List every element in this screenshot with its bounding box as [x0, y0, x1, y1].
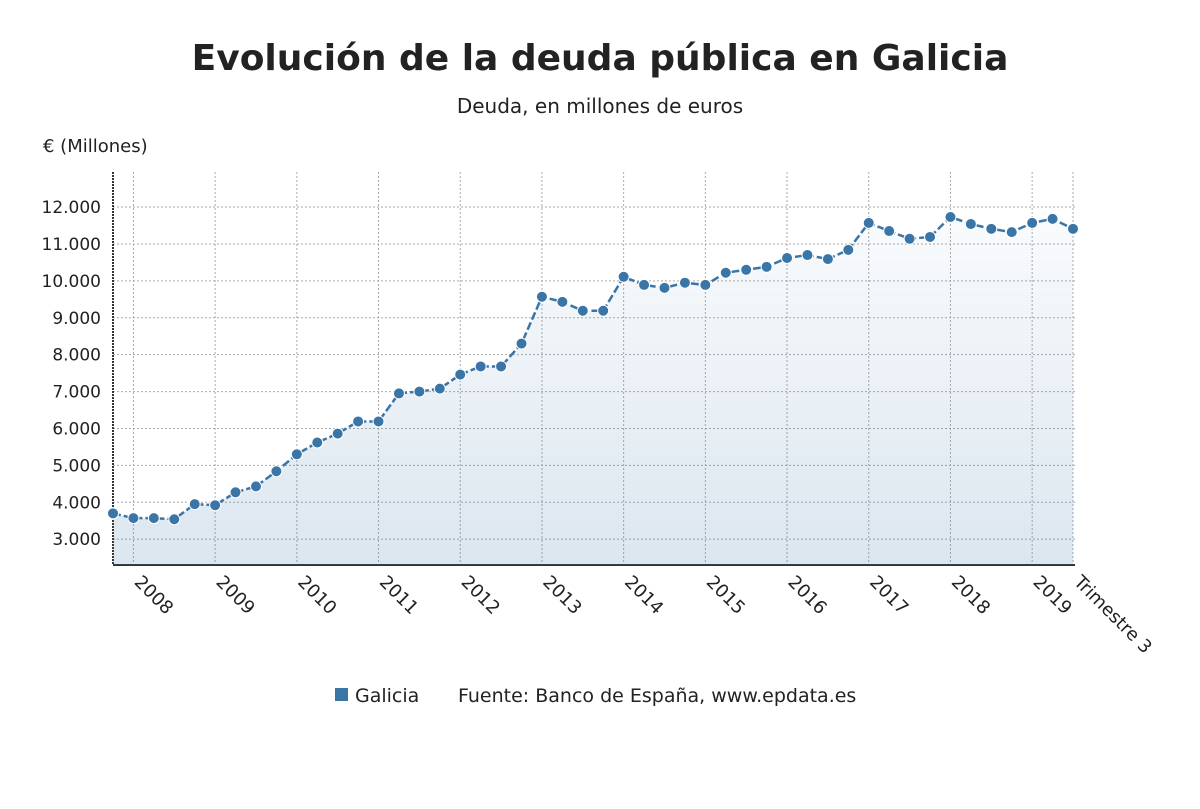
point	[985, 222, 998, 235]
point	[209, 499, 222, 512]
point	[556, 295, 569, 308]
y-tick-label: 8.000	[52, 346, 101, 366]
point	[760, 260, 773, 273]
point	[433, 382, 446, 395]
x-tick-label: 2019	[1029, 572, 1076, 619]
point	[719, 266, 732, 279]
point	[781, 251, 794, 264]
point	[883, 225, 896, 238]
point	[188, 498, 201, 511]
point	[229, 486, 242, 499]
point	[331, 427, 344, 440]
y-tick-label: 4.000	[52, 493, 101, 513]
point	[352, 415, 365, 428]
point	[638, 278, 651, 291]
point	[127, 512, 140, 525]
point	[372, 415, 385, 428]
x-tick-label: 2012	[457, 572, 504, 619]
point	[249, 480, 262, 493]
legend-swatch	[335, 688, 348, 701]
point	[617, 270, 630, 283]
y-tick-label: 3.000	[52, 530, 101, 550]
x-tick-label: 2015	[702, 572, 749, 619]
point	[658, 281, 671, 294]
point	[168, 513, 181, 526]
point	[392, 387, 405, 400]
y-tick-label: 6.000	[52, 419, 101, 439]
x-tick-label: 2014	[620, 572, 667, 619]
point	[862, 216, 875, 229]
y-tick-label: 12.000	[42, 198, 101, 218]
point	[495, 360, 508, 373]
point	[964, 218, 977, 231]
y-tick-label: 10.000	[42, 272, 101, 292]
point	[903, 232, 916, 245]
x-tick-label: 2017	[865, 572, 912, 619]
point	[311, 436, 324, 449]
point	[1026, 216, 1039, 229]
point	[597, 304, 610, 317]
point	[1067, 222, 1079, 235]
point	[576, 304, 589, 317]
point	[147, 512, 160, 525]
point	[454, 368, 467, 381]
chart-subtitle: Deuda, en millones de euros	[457, 94, 743, 118]
point	[1046, 212, 1059, 225]
point	[474, 360, 487, 373]
point	[413, 385, 426, 398]
point	[270, 465, 283, 478]
x-tick-label: 2013	[538, 572, 585, 619]
point	[801, 249, 814, 262]
point	[515, 337, 528, 350]
area	[113, 217, 1073, 565]
legend-label: Galicia	[355, 685, 419, 707]
x-tick-label: 2008	[130, 572, 177, 619]
x-tick-label: 2011	[375, 572, 422, 619]
chart-title: Evolución de la deuda pública en Galicia	[192, 38, 1009, 79]
point	[290, 448, 303, 461]
point	[821, 253, 834, 266]
y-tick-label: 5.000	[52, 456, 101, 476]
source: Fuente: Banco de España, www.epdata.es	[458, 685, 856, 707]
point	[944, 211, 957, 224]
x-tick-label: Trimestre 3	[1069, 571, 1156, 658]
point	[1005, 226, 1018, 239]
point	[699, 278, 712, 291]
y-axis-label: € (Millones)	[43, 136, 148, 157]
x-tick-label: 2016	[784, 572, 831, 619]
x-tick-label: 2009	[212, 572, 259, 619]
point	[740, 263, 753, 276]
point	[535, 290, 548, 303]
point	[678, 276, 691, 289]
point	[924, 230, 937, 243]
y-tick-label: 7.000	[52, 383, 101, 403]
y-tick-label: 9.000	[52, 309, 101, 329]
x-tick-label: 2018	[947, 572, 994, 619]
point	[842, 243, 855, 256]
x-tick-label: 2010	[293, 572, 340, 619]
point	[107, 507, 119, 520]
y-tick-label: 11.000	[42, 235, 101, 255]
